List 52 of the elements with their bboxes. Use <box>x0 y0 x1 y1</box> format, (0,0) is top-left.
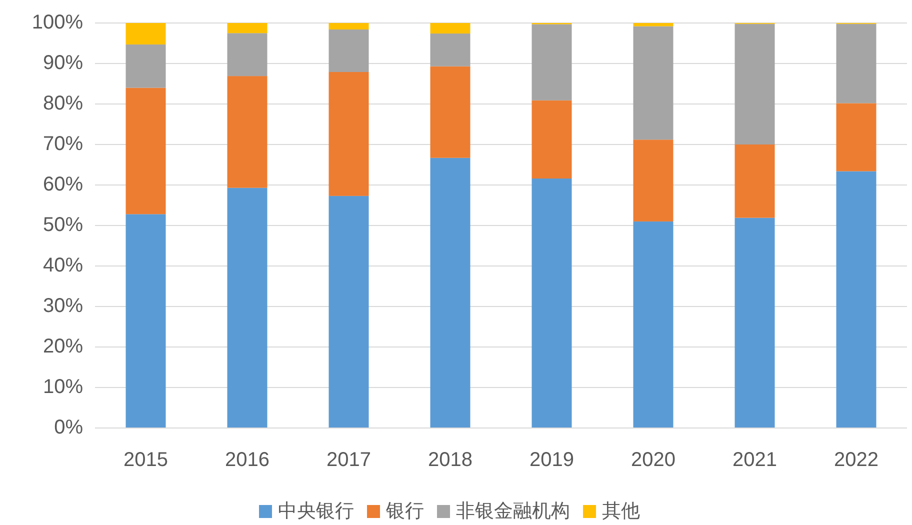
y-tick-label: 30% <box>42 294 84 317</box>
bar <box>328 196 369 428</box>
y-tick-label: 90% <box>42 52 84 74</box>
bar <box>836 24 876 104</box>
bar <box>430 34 470 66</box>
bar <box>126 23 166 44</box>
x-tick-label: 2021 <box>732 449 777 471</box>
x-tick-label: 2018 <box>428 449 472 471</box>
y-tick-label: 20% <box>42 335 84 358</box>
bar <box>227 76 268 188</box>
bar <box>734 24 775 144</box>
x-tick-label: 2020 <box>631 449 676 471</box>
x-tick-label: 2015 <box>124 449 168 471</box>
y-tick-label: 100% <box>32 11 84 34</box>
bar <box>126 88 166 214</box>
legend-label: 其他 <box>602 501 640 522</box>
y-tick-label: 10% <box>42 376 84 398</box>
y-tick-label: 40% <box>42 254 84 276</box>
y-tick-label: 60% <box>42 173 84 196</box>
bar <box>126 44 166 88</box>
bar <box>126 214 166 428</box>
x-tick-label: 2019 <box>530 449 574 471</box>
bar <box>328 29 369 72</box>
y-tick-label: 80% <box>42 92 84 114</box>
x-tick-label: 2016 <box>225 449 270 471</box>
legend-label: 银行 <box>385 501 424 522</box>
bar <box>227 188 268 428</box>
bar <box>532 178 572 428</box>
bar <box>328 72 369 196</box>
bar <box>633 26 674 140</box>
bar <box>836 171 876 428</box>
y-tick-label: 0% <box>54 416 84 438</box>
bar <box>633 23 674 26</box>
x-tick-label: 2017 <box>326 449 371 471</box>
y-tick-label: 50% <box>42 214 84 236</box>
bar <box>633 140 674 222</box>
bar <box>532 24 572 100</box>
x-tick-label: 2022 <box>834 449 878 471</box>
legend-label: 中央银行 <box>278 501 354 522</box>
bar <box>227 23 268 34</box>
y-tick-label: 70% <box>42 132 84 155</box>
bar <box>734 218 775 428</box>
bar <box>633 221 674 428</box>
bar <box>328 23 369 30</box>
bar <box>430 158 470 428</box>
bar <box>430 66 470 158</box>
bar <box>734 144 775 218</box>
bar <box>227 33 268 76</box>
bar <box>430 23 470 34</box>
bar <box>532 100 572 179</box>
bar <box>836 103 876 172</box>
legend-label: 非银金融机构 <box>456 501 570 522</box>
